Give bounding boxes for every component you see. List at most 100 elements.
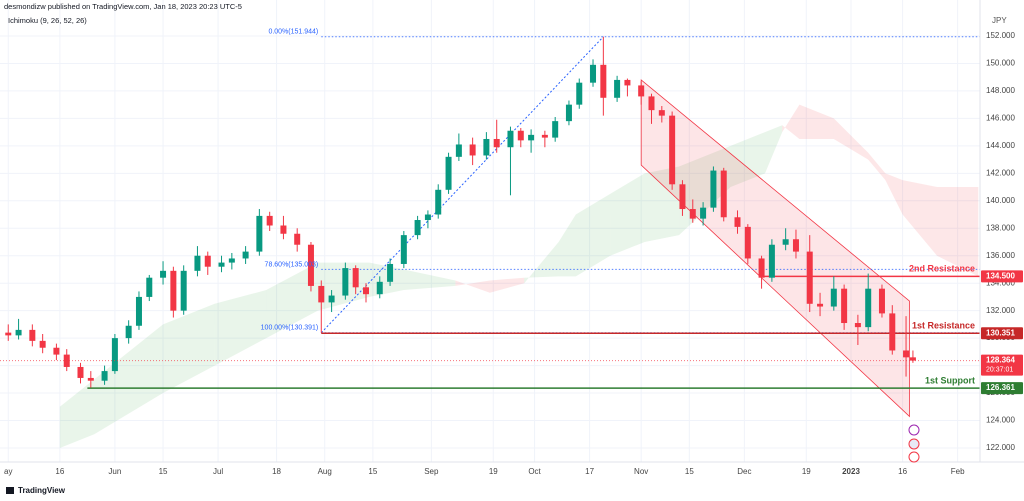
x-tick-label: Aug — [318, 467, 332, 476]
candle-body — [782, 239, 789, 245]
ichimoku-cloud — [489, 277, 525, 293]
event-icon — [908, 424, 920, 436]
candle-body — [242, 251, 249, 259]
y-tick-label: 140.000 — [986, 196, 1015, 205]
event-icon — [908, 451, 920, 463]
channel — [640, 79, 910, 418]
price-tag — [981, 327, 1023, 340]
ichimoku-cloud — [575, 193, 611, 277]
x-tick-label: Jun — [108, 467, 121, 476]
candle-body — [125, 325, 132, 339]
price-tag-label: 128.364 — [986, 356, 1015, 365]
price-tag — [981, 354, 1023, 376]
y-tick-label: 124.000 — [986, 416, 1015, 425]
y-tick-label: 138.000 — [986, 223, 1015, 232]
x-tick-label: Oct — [528, 467, 541, 476]
ichimoku-cloud — [644, 166, 680, 242]
level-label: 1st Resistance — [912, 321, 975, 331]
candle-body — [507, 130, 514, 148]
candle-body — [528, 134, 535, 141]
candle-body — [689, 209, 696, 219]
x-tick-label: 15 — [159, 467, 168, 476]
candle-body — [376, 281, 383, 295]
candle-body — [710, 170, 717, 208]
countdown-label: 20:37:01 — [986, 366, 1013, 373]
candle-body — [180, 270, 187, 311]
candle-body — [817, 303, 824, 307]
y-tick-label: 134.000 — [986, 278, 1015, 287]
candle-body — [414, 220, 421, 236]
y-axis-unit: JPY — [992, 16, 1007, 25]
candle-body — [624, 79, 631, 86]
candle-body — [53, 347, 60, 355]
level-label: 1st Support — [925, 375, 975, 385]
price-tag — [981, 382, 1023, 395]
candle-body — [909, 357, 916, 361]
y-tick-label: 132.000 — [986, 306, 1015, 315]
candle-body — [135, 296, 142, 326]
candle-body — [455, 144, 462, 157]
x-tick-label: 19 — [489, 467, 498, 476]
y-tick-label: 144.000 — [986, 141, 1015, 150]
x-tick-label: Jul — [213, 467, 223, 476]
candle-body — [400, 235, 407, 264]
candle-body — [342, 268, 349, 296]
ichimoku-cloud — [403, 269, 456, 291]
fib-label: 78.60%(135.003) — [265, 261, 319, 268]
y-tick-label: 142.000 — [986, 168, 1015, 177]
candle-body — [362, 287, 369, 295]
candle-body — [600, 64, 607, 98]
ichimoku-cloud — [59, 379, 95, 448]
ichimoku-cloud — [730, 132, 766, 188]
candle-body — [744, 226, 751, 259]
candle-body — [266, 215, 273, 226]
candle-body — [280, 225, 287, 234]
candle-body — [318, 285, 325, 303]
ichimoku-cloud — [833, 118, 869, 160]
candle-body — [101, 371, 108, 381]
candle-body — [228, 258, 235, 263]
candle-body — [294, 233, 301, 245]
ichimoku-cloud — [902, 180, 938, 256]
x-tick-label: 17 — [585, 467, 594, 476]
candle-body — [648, 96, 655, 111]
candle-body — [614, 79, 621, 98]
x-tick-label: 16 — [898, 467, 907, 476]
candle-body — [146, 277, 153, 297]
ichimoku-cloud — [610, 173, 645, 256]
candle-body — [29, 329, 36, 341]
candle-body — [700, 207, 707, 219]
candle-body — [307, 244, 314, 286]
x-tick-label: Nov — [634, 467, 648, 476]
y-tick-label: 152.000 — [986, 31, 1015, 40]
x-tick-label: 2023 — [842, 467, 860, 476]
candle-body — [792, 239, 799, 252]
candle-body — [170, 270, 177, 311]
candle-body — [565, 104, 572, 122]
x-tick-label: 18 — [272, 467, 281, 476]
candle-body — [111, 338, 118, 372]
candle-body — [865, 288, 872, 328]
price-tag-label: 134.500 — [986, 271, 1015, 280]
candle-body — [435, 189, 442, 215]
fib-label: 100.00%(130.391) — [261, 325, 319, 332]
ichimoku-cloud — [782, 104, 800, 139]
y-tick-label: 150.000 — [986, 59, 1015, 68]
ichimoku-cloud — [558, 214, 576, 277]
candle-body — [256, 215, 263, 252]
candle-body — [160, 270, 167, 278]
candle-body — [15, 329, 22, 336]
fib-label: 0.00%(151.944) — [268, 29, 318, 36]
y-tick-label: 146.000 — [986, 113, 1015, 122]
candle-body — [679, 184, 686, 210]
candle-body — [445, 156, 452, 190]
y-tick-label: 122.000 — [986, 443, 1015, 452]
candle-body — [541, 134, 548, 138]
price-tag — [981, 270, 1023, 283]
candle-body — [830, 288, 837, 307]
ichimoku-cloud — [524, 241, 559, 284]
candle-body — [352, 268, 359, 288]
x-tick-label: Feb — [951, 467, 965, 476]
x-tick-label: 15 — [685, 467, 694, 476]
